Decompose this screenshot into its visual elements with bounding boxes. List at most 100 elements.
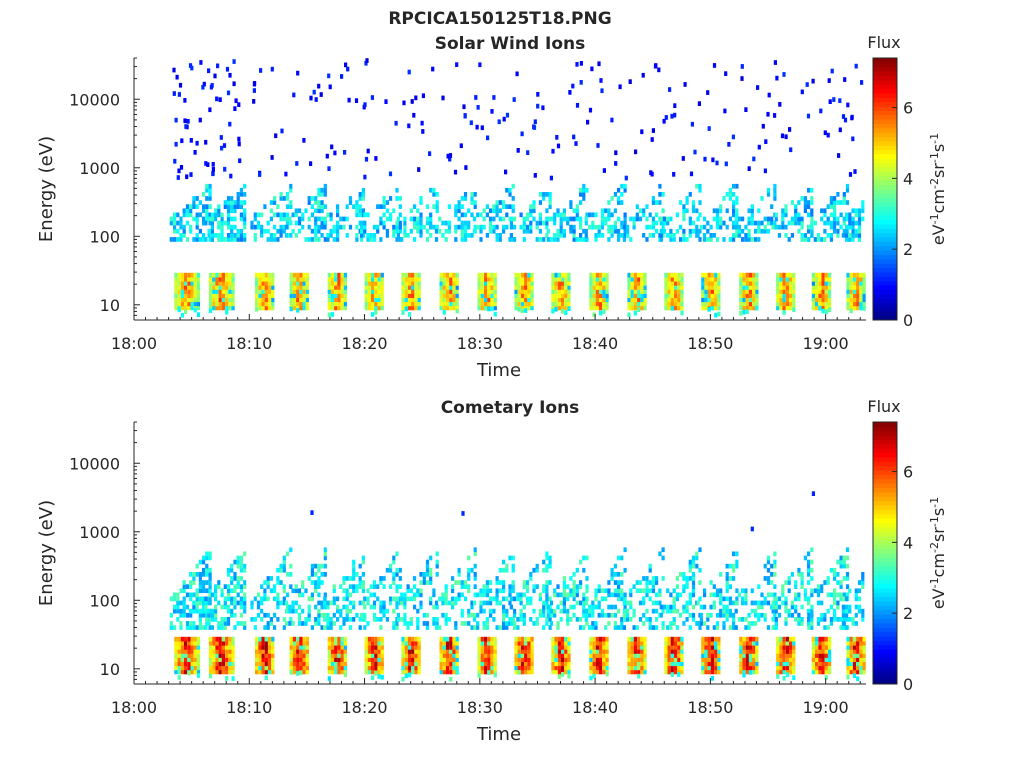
heatmap-cell	[783, 653, 786, 658]
heatmap-cell	[717, 649, 720, 654]
heatmap-cell	[680, 311, 683, 316]
heatmap-cell	[383, 200, 386, 205]
heatmap-cell	[527, 649, 530, 654]
heatmap-cell	[623, 237, 626, 242]
heatmap-cell	[301, 584, 304, 589]
colorbar-segment	[873, 124, 897, 129]
heatmap-cell	[668, 641, 671, 646]
heatmap-cell	[376, 225, 379, 230]
heatmap-cell	[328, 661, 331, 666]
colorbar-segment	[873, 289, 897, 294]
heatmap-cell	[250, 225, 253, 230]
colorbar-segment	[873, 137, 897, 142]
heatmap-cell	[492, 229, 495, 234]
y-tick-label: 10000	[69, 90, 120, 109]
heatmap-cell	[395, 229, 398, 234]
heatmap-cell	[527, 293, 530, 298]
heatmap-cell	[550, 601, 553, 606]
heatmap-cell	[342, 621, 345, 626]
heatmap-cell	[614, 229, 617, 234]
heatmap-cell	[440, 273, 443, 278]
heatmap-cell	[680, 649, 683, 654]
heatmap-cell	[797, 221, 800, 226]
heatmap-cell	[303, 661, 306, 666]
heatmap-cell	[306, 649, 309, 654]
heatmap-cell	[531, 281, 534, 286]
heatmap-cell	[230, 613, 233, 618]
heatmap-cell	[440, 670, 443, 675]
heatmap-cell	[344, 641, 347, 646]
heatmap-cell	[331, 289, 334, 294]
heatmap-cell	[719, 609, 722, 614]
heatmap-cell	[186, 605, 189, 610]
heatmap-cell	[308, 617, 311, 622]
heatmap-cell	[627, 297, 630, 302]
heatmap-cell	[283, 556, 286, 561]
heatmap-cell	[328, 293, 331, 298]
heatmap-cell	[779, 637, 782, 642]
heatmap-cell	[311, 572, 314, 577]
y-axis-label: Energy (eV)	[36, 136, 57, 242]
heatmap-cell	[386, 229, 389, 234]
heatmap-cell	[776, 661, 779, 666]
heatmap-cell	[222, 285, 225, 290]
heatmap-cell	[589, 277, 592, 282]
heatmap-cell	[623, 617, 626, 622]
heatmap-cell	[555, 285, 558, 290]
heatmap-cell	[481, 661, 484, 666]
heatmap-cell	[227, 597, 230, 602]
heatmap-cell	[222, 653, 225, 658]
heatmap-cell	[523, 229, 526, 234]
heatmap-cell	[400, 237, 403, 242]
heatmap-cell	[487, 637, 490, 642]
heatmap-cell	[704, 302, 707, 307]
heatmap-cell	[601, 613, 604, 618]
heatmap-cell	[418, 641, 421, 646]
heatmap-cell	[719, 588, 722, 593]
heatmap-cell	[741, 217, 744, 222]
heatmap-cell	[739, 289, 742, 294]
heatmap-cell	[853, 277, 856, 282]
heatmap-cell	[617, 580, 620, 585]
heatmap-cell	[477, 105, 480, 110]
heatmap-cell	[173, 625, 176, 630]
heatmap-cell	[360, 237, 363, 242]
heatmap-cell	[233, 605, 236, 610]
heatmap-cell	[359, 576, 362, 581]
heatmap-cell	[191, 285, 194, 290]
heatmap-cell	[227, 204, 230, 209]
heatmap-cell	[619, 84, 622, 89]
heatmap-cell	[368, 661, 371, 666]
heatmap-cell	[197, 673, 200, 678]
heatmap-cell	[561, 649, 564, 654]
heatmap-cell	[738, 229, 741, 234]
heatmap-cell	[778, 102, 781, 107]
heatmap-cell	[243, 609, 246, 614]
heatmap-cell	[214, 217, 217, 222]
heatmap-cell	[311, 204, 314, 209]
heatmap-cell	[680, 637, 683, 642]
heatmap-cell	[845, 229, 848, 234]
heatmap-cell	[446, 297, 449, 302]
heatmap-cell	[381, 289, 384, 294]
heatmap-cell	[405, 302, 408, 307]
heatmap-cell	[713, 233, 716, 238]
heatmap-cell	[306, 306, 309, 311]
heatmap-cell	[418, 285, 421, 290]
heatmap-cell	[783, 293, 786, 298]
heatmap-cell	[328, 281, 331, 286]
heatmap-cell	[779, 641, 782, 646]
heatmap-cell	[573, 584, 576, 589]
heatmap-cell	[184, 641, 187, 646]
heatmap-cell	[289, 233, 292, 238]
heatmap-cell	[825, 289, 828, 294]
heatmap-cell	[460, 143, 463, 148]
heatmap-cell	[673, 621, 676, 626]
heatmap-cell	[288, 621, 291, 626]
heatmap-cell	[204, 597, 207, 602]
heatmap-cell	[631, 653, 634, 658]
heatmap-cell	[173, 597, 176, 602]
heatmap-cell	[334, 645, 337, 650]
heatmap-cell	[598, 229, 601, 234]
heatmap-cell	[848, 213, 851, 218]
